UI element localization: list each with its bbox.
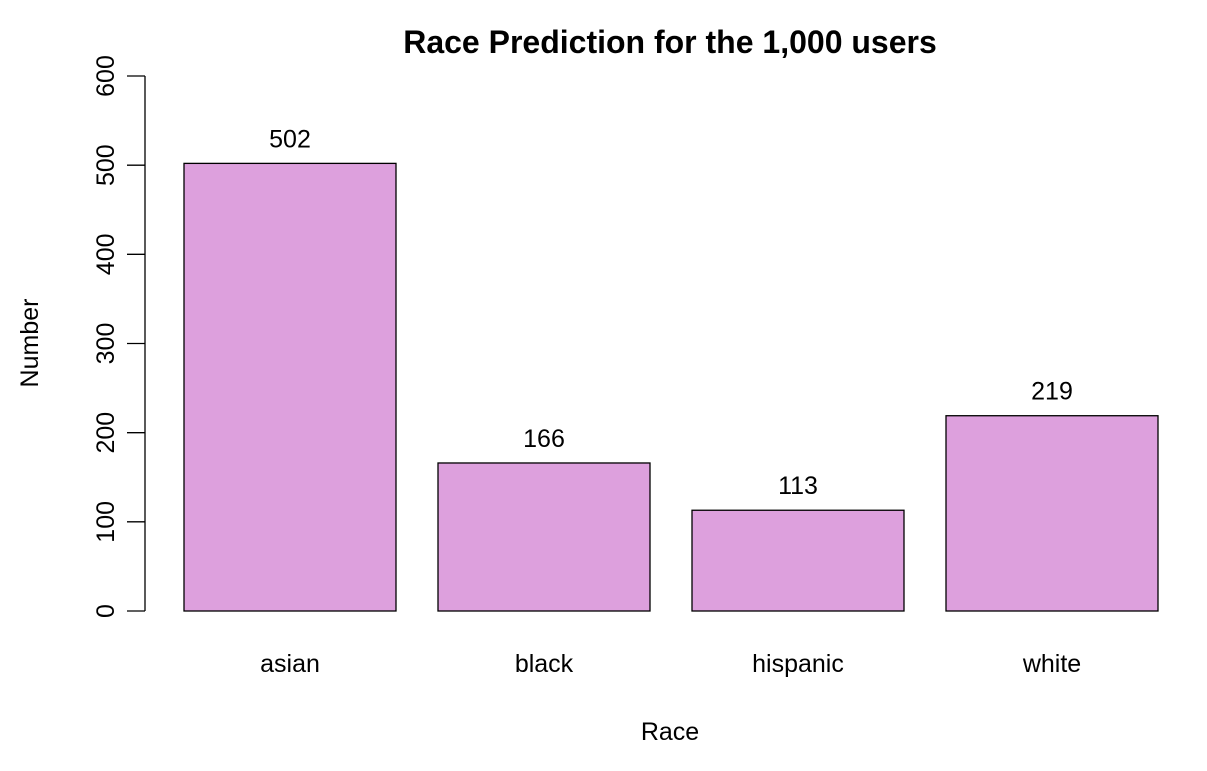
x-axis-label: Race bbox=[641, 718, 699, 746]
bar-black bbox=[437, 462, 651, 612]
data-label-hispanic: 113 bbox=[778, 472, 818, 500]
data-label-black: 166 bbox=[523, 425, 565, 453]
data-labels: 502 166 113 219 bbox=[269, 125, 1073, 500]
category-label-asian: asian bbox=[260, 650, 320, 678]
data-label-asian: 502 bbox=[269, 125, 311, 153]
y-axis: 0 100 200 300 400 500 600 bbox=[92, 55, 146, 618]
data-label-white: 219 bbox=[1031, 378, 1073, 406]
bar-hispanic bbox=[691, 509, 905, 612]
category-label-white: white bbox=[1022, 650, 1081, 678]
category-label-black: black bbox=[515, 650, 574, 678]
y-tick-label: 400 bbox=[92, 233, 120, 275]
chart-title: Race Prediction for the 1,000 users bbox=[403, 24, 937, 60]
y-tick-label: 300 bbox=[92, 323, 120, 365]
y-tick-label: 200 bbox=[92, 412, 120, 454]
y-axis-label: Number bbox=[16, 299, 44, 388]
category-label-hispanic: hispanic bbox=[752, 650, 844, 678]
category-labels: asian black hispanic white bbox=[260, 650, 1081, 678]
bar-asian bbox=[183, 162, 397, 612]
bars bbox=[183, 162, 1159, 612]
bar-white bbox=[945, 415, 1159, 612]
y-tick-label: 600 bbox=[92, 55, 120, 97]
y-tick-label: 500 bbox=[92, 144, 120, 186]
y-tick-label: 100 bbox=[92, 501, 120, 543]
y-tick-label: 0 bbox=[92, 604, 120, 618]
